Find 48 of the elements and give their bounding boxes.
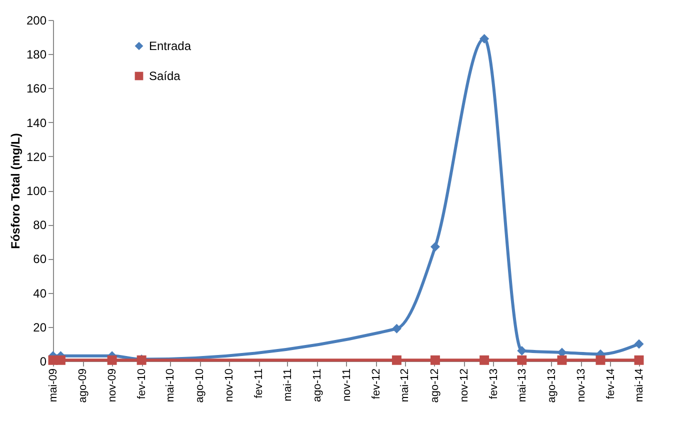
y-tick-label: 60 bbox=[33, 252, 47, 266]
x-tick-label: fev-10 bbox=[136, 368, 148, 400]
point bbox=[596, 355, 606, 365]
point bbox=[480, 355, 490, 365]
point bbox=[430, 355, 440, 365]
x-tick-label: mai-11 bbox=[282, 368, 294, 402]
x-tick-label: nov-11 bbox=[340, 368, 353, 402]
y-tick-label: 180 bbox=[26, 48, 47, 62]
legend-label: Entrada bbox=[149, 39, 192, 53]
y-tick-label: 200 bbox=[26, 14, 47, 28]
x-tick-label: fev-14 bbox=[604, 368, 617, 400]
x-tick-label: mai-14 bbox=[634, 368, 646, 402]
point bbox=[430, 242, 440, 252]
x-tick-label: nov-12 bbox=[458, 368, 470, 402]
x-tick-label: fev-11 bbox=[253, 368, 266, 398]
y-tick-label: 140 bbox=[26, 116, 47, 130]
x-tick-label: nov-13 bbox=[575, 368, 588, 402]
point bbox=[392, 355, 402, 365]
y-tick-label: 120 bbox=[26, 150, 47, 164]
y-tick-label: 80 bbox=[33, 218, 47, 232]
point bbox=[557, 355, 567, 365]
point bbox=[517, 355, 527, 365]
y-tick-label: 160 bbox=[26, 82, 47, 96]
y-tick-label: 0 bbox=[40, 354, 47, 368]
y-axis-title: Fósforo Total (mg/L) bbox=[8, 133, 22, 249]
x-tick-label: mai-12 bbox=[399, 368, 412, 402]
x-tick-label: ago-11 bbox=[311, 368, 324, 402]
x-tick-label: mai-09 bbox=[48, 368, 60, 402]
point bbox=[107, 355, 117, 365]
y-tick-label: 40 bbox=[33, 286, 47, 300]
x-tick-label: ago-12 bbox=[428, 368, 441, 403]
y-tick-label: 20 bbox=[33, 320, 47, 334]
x-tick-label: mai-10 bbox=[164, 368, 177, 402]
point bbox=[517, 346, 527, 356]
point bbox=[480, 34, 490, 44]
x-tick-label: ago-09 bbox=[77, 368, 90, 403]
legend-label: Saída bbox=[149, 69, 181, 83]
x-tick-label: nov-09 bbox=[106, 368, 119, 402]
x-tick-label: fev-12 bbox=[370, 368, 382, 400]
point bbox=[634, 339, 644, 349]
y-tick-label: 100 bbox=[26, 184, 47, 198]
x-tick-label: nov-10 bbox=[224, 368, 236, 402]
point bbox=[56, 355, 66, 365]
x-tick-label: fev-13 bbox=[488, 368, 500, 400]
x-tick-label: mai-13 bbox=[516, 368, 528, 402]
point bbox=[392, 324, 402, 334]
x-tick-label: ago-13 bbox=[546, 368, 558, 403]
x-tick-label: ago-10 bbox=[194, 368, 206, 403]
